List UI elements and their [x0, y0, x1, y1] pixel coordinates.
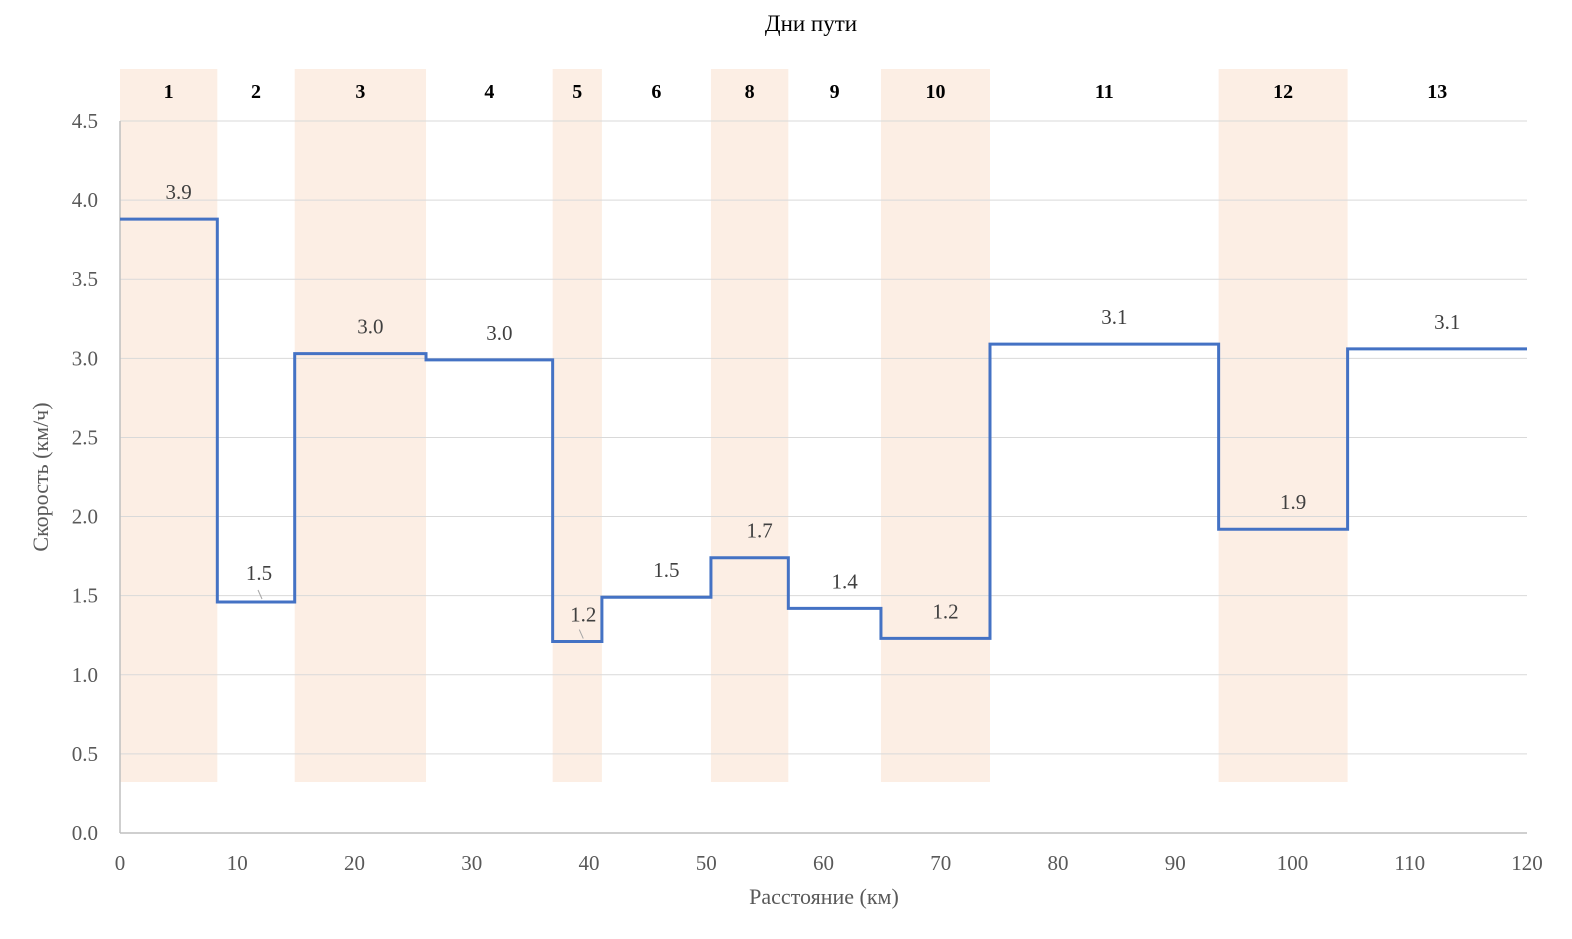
data-label-day-5: 1.2: [570, 603, 596, 627]
day-label-9: 9: [830, 81, 840, 103]
y-tick-label: 3.5: [72, 267, 98, 291]
data-label-day-4: 3.0: [486, 321, 512, 345]
day-label-8: 8: [745, 81, 755, 103]
day-bands: [120, 69, 1348, 782]
data-label-leader: [578, 629, 584, 639]
day-label-1: 1: [164, 81, 174, 103]
x-tick-label: 110: [1394, 851, 1425, 875]
data-label-day-10: 1.2: [932, 599, 958, 623]
tick-labels: 0.0 0.5 1.0 1.5 2.0 2.5 3.0 3.5 4.0 4.5 0 10 20 30 40 5…: [72, 109, 1543, 875]
day-label-2: 2: [251, 81, 261, 103]
x-tick-label: 50: [696, 851, 717, 875]
x-tick-label: 100: [1277, 851, 1309, 875]
gridlines: [120, 120, 1527, 755]
day-band-8: [710, 69, 789, 782]
y-tick-label: 2.0: [72, 505, 98, 529]
chart-title: Дни пути: [765, 11, 857, 36]
x-tick-label: 10: [227, 851, 248, 875]
x-tick-label: 90: [1165, 851, 1186, 875]
day-label-11: 11: [1095, 81, 1114, 103]
y-axis-title: Скорость (км/ч): [28, 402, 53, 551]
y-tick-label: 1.0: [72, 663, 98, 687]
day-band-3: [294, 69, 427, 782]
y-tick-label: 1.5: [72, 584, 98, 608]
data-label-day-11: 3.1: [1101, 305, 1127, 329]
x-tick-label: 20: [344, 851, 365, 875]
day-band-12: [1218, 69, 1348, 782]
day-label-13: 13: [1427, 81, 1447, 103]
x-tick-label: 30: [461, 851, 482, 875]
x-tick-label: 0: [115, 851, 126, 875]
day-labels: 1 2 3 4 5 6 8 9 10 11 12 13: [164, 81, 1448, 103]
y-tick-label: 4.0: [72, 188, 98, 212]
y-tick-label: 3.0: [72, 346, 98, 370]
day-label-4: 4: [484, 81, 494, 103]
x-tick-label: 120: [1511, 851, 1543, 875]
y-tick-label: 4.5: [72, 109, 98, 133]
x-tick-label: 60: [813, 851, 834, 875]
day-band-5: [552, 69, 602, 782]
day-label-3: 3: [355, 81, 365, 103]
data-label-day-13: 3.1: [1434, 310, 1460, 334]
x-tick-label: 40: [579, 851, 600, 875]
day-band-1: [120, 69, 218, 782]
data-labels: 3.9 1.5 3.0 3.0 1.2 1.5 1.7 1.4 1.2 3.1 1.9 3.1: [166, 180, 1460, 639]
day-label-5: 5: [572, 81, 582, 103]
day-label-12: 12: [1273, 81, 1293, 103]
data-label-day-8: 1.7: [747, 519, 773, 543]
data-label-leader: [257, 589, 263, 600]
data-label-day-6: 1.5: [653, 558, 679, 582]
y-tick-label: 0.5: [72, 742, 98, 766]
axes: [119, 121, 1527, 834]
day-label-6: 6: [651, 81, 661, 103]
data-label-day-12: 1.9: [1280, 490, 1306, 514]
x-tick-label: 70: [930, 851, 951, 875]
data-label-day-3: 3.0: [357, 315, 383, 339]
y-tick-label: 2.5: [72, 425, 98, 449]
data-label-day-9: 1.4: [832, 569, 859, 593]
speed-series-line: [120, 217, 1527, 644]
x-tick-label: 80: [1048, 851, 1069, 875]
day-label-10: 10: [925, 81, 945, 103]
data-label-day-1: 3.9: [166, 180, 192, 204]
y-tick-label: 0.0: [72, 821, 98, 845]
data-label-day-2: 1.5: [246, 561, 272, 585]
x-axis-title: Расстояние (км): [749, 884, 899, 909]
day-band-10: [880, 69, 990, 782]
